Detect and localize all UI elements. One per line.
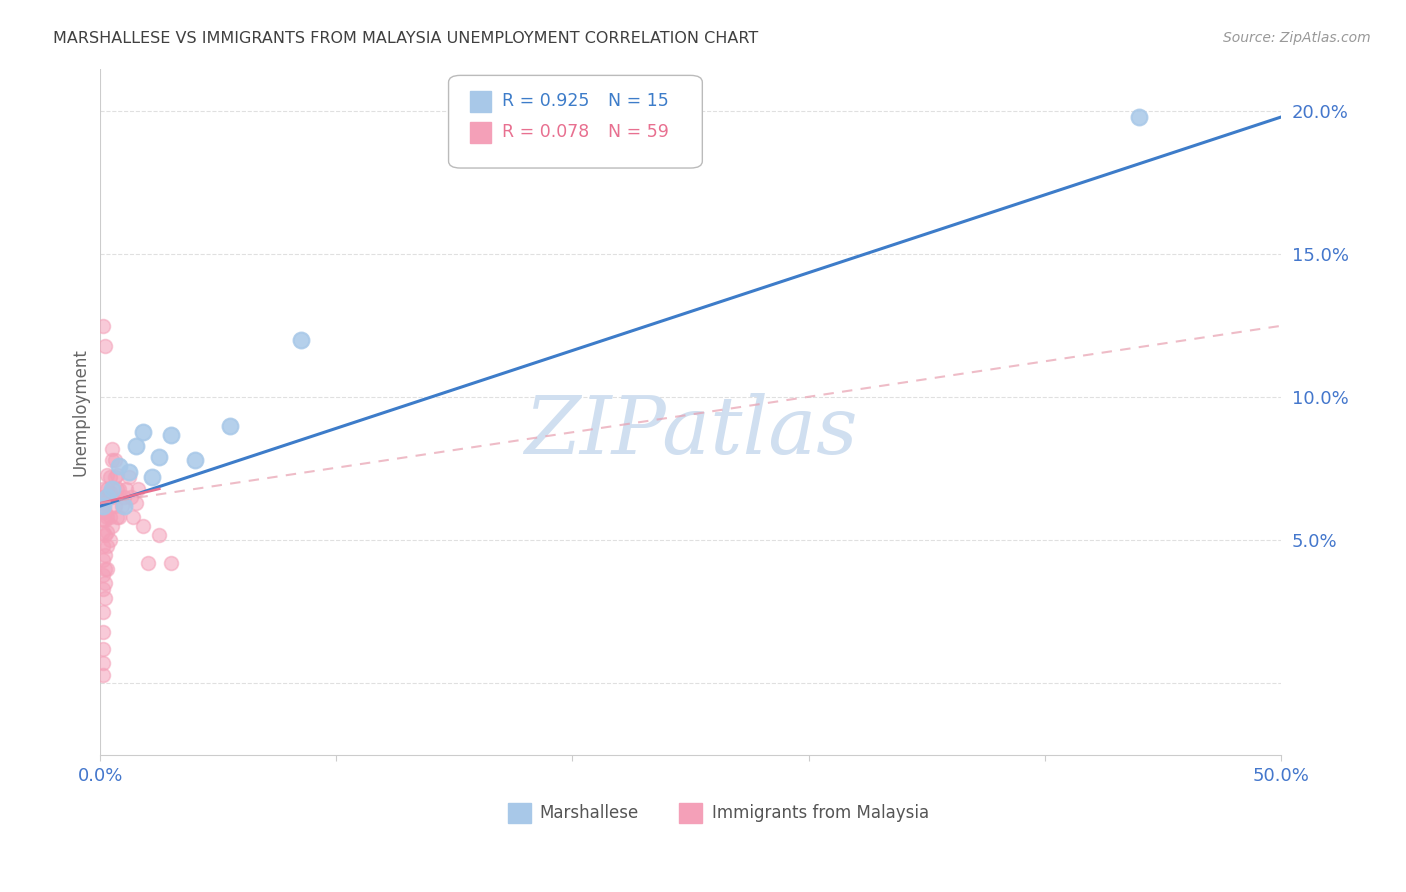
Point [112, 499, 135, 513]
Point [110, 499, 132, 513]
Text: Source: ZipAtlas.com: Source: ZipAtlas.com [1223, 31, 1371, 45]
Point [118, 465, 141, 479]
Point [94, 548, 117, 562]
Point [96, 562, 118, 576]
FancyBboxPatch shape [449, 76, 703, 168]
Point [96, 510, 118, 524]
Point [91, 624, 114, 639]
Point [160, 427, 183, 442]
Point [101, 442, 124, 456]
Point [108, 458, 131, 473]
Point [91, 491, 114, 505]
Point [136, 556, 159, 570]
Point [91, 582, 114, 596]
Point [91, 642, 114, 657]
Y-axis label: Unemployment: Unemployment [72, 348, 89, 475]
Point [105, 467, 128, 482]
Point [1128, 110, 1150, 124]
Point [96, 539, 118, 553]
Point [94, 527, 117, 541]
Point [91, 524, 114, 539]
Point [91, 553, 114, 567]
Point [103, 499, 125, 513]
Point [132, 425, 155, 439]
Point [91, 657, 114, 671]
Point [94, 339, 117, 353]
Bar [470, 122, 491, 143]
Point [103, 453, 125, 467]
Point [96, 524, 118, 539]
Point [91, 499, 114, 513]
Point [91, 496, 114, 510]
Point [94, 562, 117, 576]
Point [98, 510, 121, 524]
Point [94, 505, 117, 519]
Point [101, 491, 124, 505]
Point [98, 470, 121, 484]
Point [91, 605, 114, 619]
Point [290, 333, 312, 347]
Point [101, 453, 124, 467]
Point [141, 470, 163, 484]
Point [96, 491, 118, 505]
Point [125, 439, 148, 453]
Point [120, 491, 142, 505]
Text: N = 59: N = 59 [607, 123, 669, 141]
Point [103, 470, 125, 484]
Point [91, 539, 114, 553]
Text: Immigrants from Malaysia: Immigrants from Malaysia [711, 804, 929, 822]
Point [122, 510, 145, 524]
Point [94, 576, 117, 591]
Bar [470, 91, 491, 112]
Point [91, 505, 114, 519]
Point [94, 591, 117, 605]
Point [94, 491, 117, 505]
Point [101, 482, 124, 496]
Text: R = 0.078: R = 0.078 [502, 123, 589, 141]
Text: N = 15: N = 15 [607, 93, 669, 111]
Point [91, 567, 114, 582]
Point [219, 419, 242, 434]
Point [118, 470, 141, 484]
Point [184, 453, 207, 467]
Text: Marshallese: Marshallese [540, 804, 638, 822]
Text: ZIPatlas: ZIPatlas [524, 393, 858, 471]
Point [148, 527, 170, 541]
Point [115, 482, 138, 496]
Point [91, 482, 114, 496]
Point [91, 318, 114, 333]
Point [101, 519, 124, 533]
Text: MARSHALLESE VS IMMIGRANTS FROM MALAYSIA UNEMPLOYMENT CORRELATION CHART: MARSHALLESE VS IMMIGRANTS FROM MALAYSIA … [53, 31, 759, 46]
Point [105, 482, 128, 496]
Point [91, 513, 114, 527]
Point [96, 467, 118, 482]
Point [105, 510, 128, 524]
Point [127, 482, 149, 496]
Point [125, 496, 148, 510]
Point [98, 533, 121, 548]
Point [108, 482, 131, 496]
Point [148, 450, 170, 465]
Point [94, 513, 117, 527]
Point [96, 482, 118, 496]
Bar [679, 803, 703, 823]
Point [112, 491, 135, 505]
Text: R = 0.925: R = 0.925 [502, 93, 589, 111]
Point [132, 519, 155, 533]
Point [108, 510, 131, 524]
Point [91, 667, 114, 681]
Point [160, 556, 183, 570]
Bar [508, 803, 531, 823]
Point [98, 484, 121, 499]
